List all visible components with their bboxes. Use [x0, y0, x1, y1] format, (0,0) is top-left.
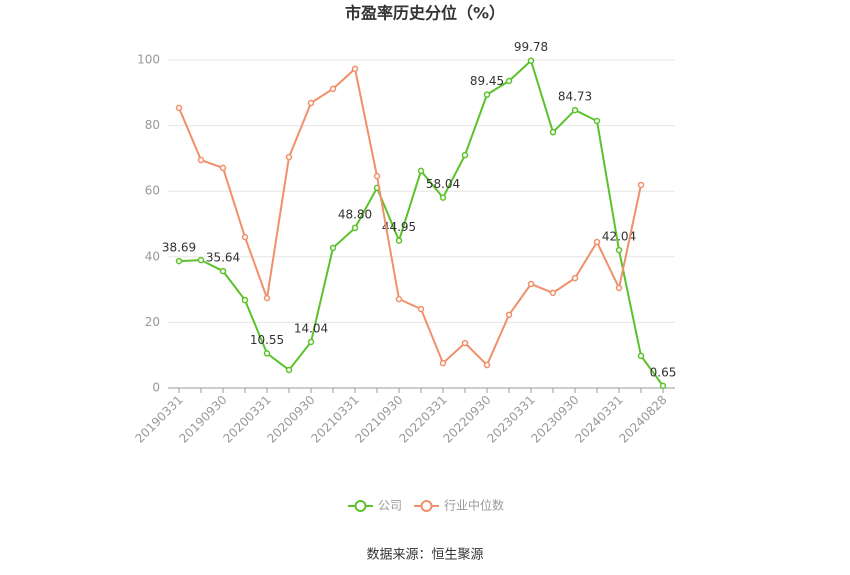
point — [571, 106, 579, 114]
data-label: 38.69 — [162, 241, 196, 255]
data-label: 89.45 — [470, 74, 504, 88]
data-label: 99.78 — [514, 40, 548, 54]
data-label: 0.65 — [650, 365, 677, 379]
y-tick-label: 0 — [152, 381, 160, 395]
point — [373, 172, 381, 180]
data-label: 42.04 — [602, 230, 636, 244]
point — [615, 246, 623, 254]
point — [615, 284, 623, 292]
point — [175, 104, 183, 112]
point — [241, 233, 249, 241]
data-label: 44.95 — [382, 220, 416, 234]
data-label: 48.80 — [338, 207, 372, 221]
point — [417, 167, 425, 175]
point — [329, 244, 337, 252]
y-tick-label: 80 — [145, 118, 160, 132]
y-tick-label: 100 — [137, 53, 160, 67]
point — [395, 295, 403, 303]
data-label: 58.04 — [426, 177, 460, 191]
point — [307, 99, 315, 107]
legend-label: 公司 — [378, 499, 402, 513]
point — [571, 274, 579, 282]
data-label: 84.73 — [558, 90, 592, 104]
point — [395, 237, 403, 244]
point — [637, 352, 645, 360]
series-line — [178, 66, 642, 367]
point — [549, 289, 557, 297]
point — [637, 181, 645, 189]
point — [461, 339, 469, 347]
legend-marker — [420, 500, 433, 512]
data-label: 10.55 — [250, 333, 284, 347]
legend-marker — [354, 500, 367, 512]
point — [285, 366, 293, 374]
point — [219, 164, 227, 172]
point — [329, 85, 337, 93]
point — [439, 359, 447, 367]
point — [351, 65, 359, 73]
point — [241, 296, 249, 304]
x-tick-label: 20240828 — [617, 393, 670, 446]
point — [483, 91, 491, 98]
point — [461, 151, 469, 159]
point — [175, 257, 183, 265]
y-tick-label: 20 — [145, 315, 160, 329]
legend-label: 行业中位数 — [444, 498, 504, 513]
point — [285, 153, 293, 161]
y-tick-label: 60 — [145, 184, 160, 198]
point — [593, 117, 601, 125]
point — [549, 128, 557, 136]
point — [417, 305, 425, 313]
point — [439, 194, 447, 201]
chart-title: 市盈率历史分位（%） — [345, 4, 505, 23]
point — [351, 224, 359, 232]
data-label: 14.04 — [294, 321, 328, 335]
point — [505, 311, 513, 319]
point — [307, 338, 315, 346]
data-label: 35.64 — [206, 251, 240, 265]
source: 数据来源：恒生聚源 — [366, 548, 483, 563]
point — [527, 280, 535, 288]
point — [527, 57, 535, 64]
point — [483, 361, 491, 369]
point — [659, 382, 667, 390]
point — [593, 238, 601, 246]
point — [505, 77, 513, 85]
point — [263, 350, 271, 357]
y-tick-label: 40 — [145, 249, 160, 263]
point — [197, 256, 205, 264]
point — [219, 267, 227, 275]
point — [197, 156, 205, 164]
point — [263, 294, 271, 302]
